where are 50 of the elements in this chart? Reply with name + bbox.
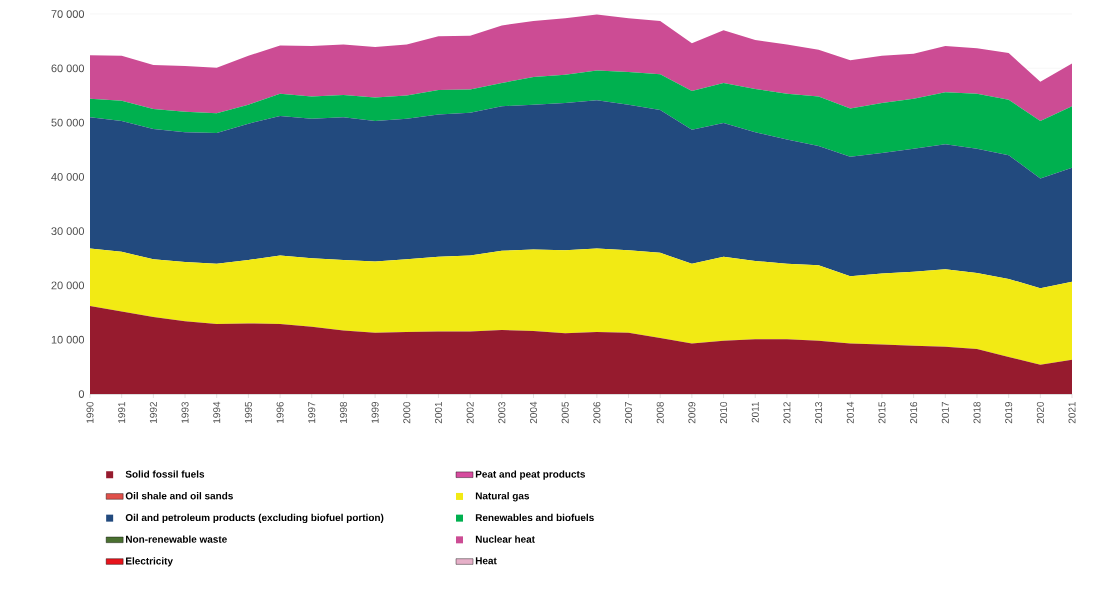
x-tick-label: 2017 bbox=[941, 402, 949, 424]
legend-label: Oil shale and oil sands bbox=[125, 492, 233, 500]
legend-label: Non-renewable waste bbox=[126, 535, 227, 543]
x-tick-label: 1998 bbox=[339, 401, 347, 423]
x-tick-label: 2019 bbox=[1005, 401, 1013, 424]
y-tick-label: 70 000 bbox=[51, 10, 85, 18]
x-tick-label: 1992 bbox=[149, 402, 157, 423]
x-tick-label: 2018 bbox=[973, 401, 981, 424]
x-tick-label: 2016 bbox=[910, 401, 918, 424]
legend-label: Oil and petroleum products (excluding biofuel portion) bbox=[125, 513, 384, 524]
y-tick-label: 10 000 bbox=[51, 335, 85, 344]
y-tick-label: 50 000 bbox=[51, 118, 85, 127]
x-tick-label: 2013 bbox=[815, 401, 823, 424]
legend-label: Peat and peat products bbox=[475, 470, 585, 480]
x-tick-label: 1994 bbox=[213, 401, 221, 423]
x-tick-label: 2001 bbox=[434, 402, 442, 424]
x-tick-label: 2015 bbox=[878, 401, 886, 424]
x-tick-label: 1995 bbox=[244, 401, 252, 423]
x-tick-label: 1997 bbox=[308, 402, 316, 423]
x-tick-label: 2008 bbox=[656, 401, 664, 424]
y-tick-label: 40 000 bbox=[51, 172, 85, 181]
x-tick-label: 2020 bbox=[1036, 401, 1044, 424]
x-tick-label: 2012 bbox=[783, 402, 791, 424]
x-tick-label: 2010 bbox=[720, 401, 728, 424]
legend-label: Electricity bbox=[126, 557, 173, 567]
x-tick-label: 2004 bbox=[529, 401, 538, 424]
x-tick-label: 2000 bbox=[403, 401, 411, 424]
x-tick-label: 1993 bbox=[181, 401, 189, 423]
x-tick-label: 2009 bbox=[688, 401, 696, 424]
x-tick-label: 2014 bbox=[846, 401, 854, 424]
x-tick-label: 1996 bbox=[276, 401, 284, 423]
legend-label: Nuclear heat bbox=[475, 535, 535, 543]
x-tick-label: 2006 bbox=[593, 401, 601, 424]
legend-label: Natural gas bbox=[475, 492, 530, 502]
x-tick-label: 1990 bbox=[86, 401, 94, 423]
x-tick-label: 1999 bbox=[371, 401, 379, 423]
legend-label: Solid fossil fuels bbox=[125, 470, 205, 478]
x-tick-label: 2011 bbox=[751, 402, 759, 423]
x-tick-label: 2002 bbox=[466, 402, 474, 424]
x-tick-label: 1991 bbox=[118, 402, 126, 423]
y-tick-label: 60 000 bbox=[51, 64, 85, 73]
legend-label: Renewables and biofuels bbox=[475, 513, 594, 522]
x-tick-label: 2007 bbox=[625, 402, 633, 424]
y-tick-label: 30 000 bbox=[51, 227, 85, 236]
y-tick-label: 0 bbox=[78, 390, 85, 398]
x-tick-label: 2021 bbox=[1068, 402, 1076, 424]
y-tick-label: 20 000 bbox=[51, 281, 85, 290]
legend-label: Heat bbox=[475, 557, 497, 565]
x-tick-label: 2005 bbox=[561, 401, 569, 424]
x-tick-label: 2003 bbox=[498, 401, 506, 424]
